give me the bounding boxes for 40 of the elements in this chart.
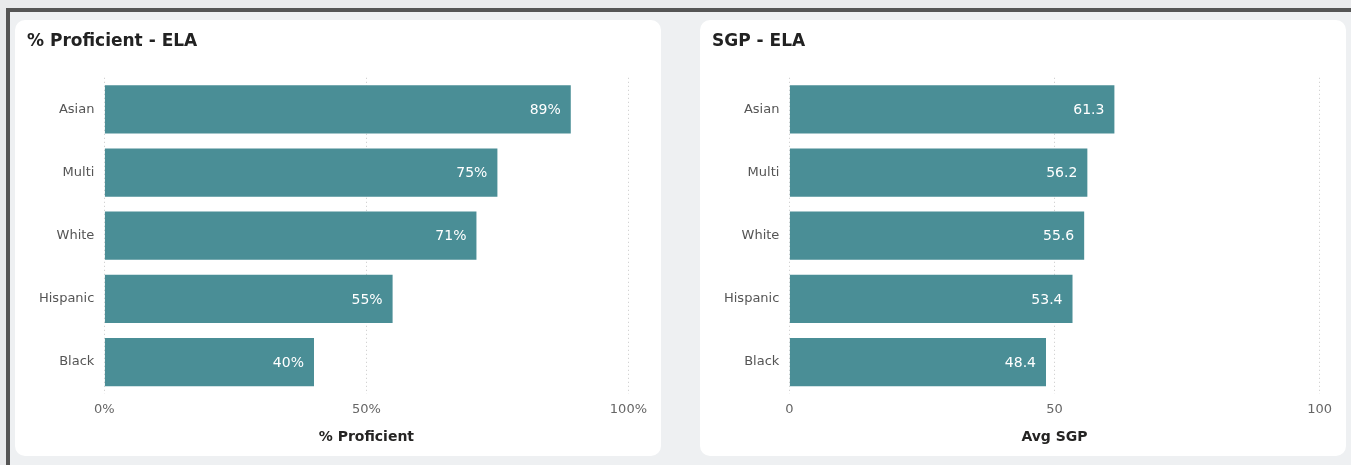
- bar: [104, 148, 498, 197]
- bar: [104, 211, 477, 260]
- y-tick-label: Black: [59, 353, 95, 369]
- bar: [789, 337, 1046, 387]
- data-label: 53.4: [1031, 290, 1063, 307]
- data-label: 40%: [272, 353, 304, 370]
- y-tick-label: White: [741, 227, 780, 243]
- data-label: 56.2: [1046, 164, 1078, 181]
- y-tick-label: Black: [744, 353, 780, 369]
- data-label: 89%: [529, 101, 561, 118]
- bar: [789, 211, 1085, 260]
- data-label: 55.6: [1043, 227, 1075, 244]
- data-label: 48.4: [1004, 353, 1037, 370]
- bar: [789, 85, 1115, 134]
- x-tick-label: 0%: [94, 400, 115, 416]
- bar: [789, 274, 1073, 323]
- data-label: 75%: [456, 164, 488, 181]
- x-tick-label: 50: [1046, 400, 1063, 416]
- bar: [104, 85, 571, 134]
- y-tick-label: Hispanic: [723, 290, 780, 306]
- data-label: 55%: [351, 290, 383, 307]
- x-axis-title: Avg SGP: [1021, 428, 1088, 445]
- chart-title: % Proficient - ELA: [27, 30, 198, 50]
- data-label: 61.3: [1073, 101, 1105, 118]
- y-tick-label: Asian: [58, 100, 95, 116]
- bar: [789, 148, 1088, 197]
- x-tick-label: 0: [785, 400, 794, 416]
- chart-title: SGP - ELA: [712, 30, 806, 50]
- bar: [104, 337, 314, 387]
- y-tick-label: Hispanic: [38, 290, 95, 306]
- y-tick-label: Asian: [743, 100, 780, 116]
- y-tick-label: White: [56, 227, 95, 243]
- x-tick-label: 50%: [351, 400, 381, 416]
- x-axis-title: % Proficient: [318, 428, 415, 445]
- data-label: 71%: [435, 227, 467, 244]
- y-tick-label: Multi: [747, 163, 780, 179]
- x-tick-label: 100%: [609, 400, 647, 416]
- y-tick-label: Multi: [62, 163, 95, 179]
- bar: [104, 274, 393, 323]
- x-tick-label: 100: [1307, 400, 1333, 416]
